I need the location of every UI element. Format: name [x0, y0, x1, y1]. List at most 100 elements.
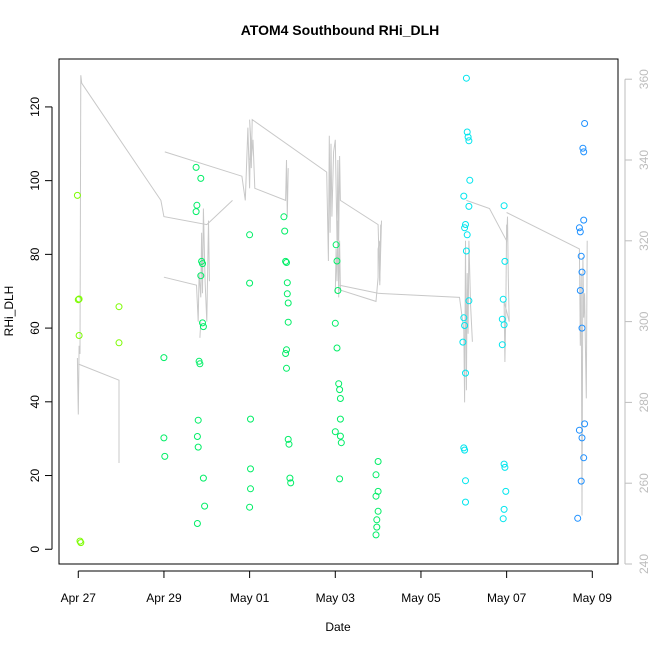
data-point	[281, 227, 289, 235]
series-line	[76, 75, 233, 415]
data-point	[463, 231, 471, 239]
data-point	[578, 434, 586, 442]
data-point	[374, 507, 382, 515]
data-point	[579, 144, 587, 152]
x-axis-label: Date	[325, 620, 351, 634]
data-point	[192, 208, 200, 216]
data-point	[331, 319, 339, 327]
x-axis: Apr 27 Apr 29 May 01 May 03 May 05 May 07 May …	[61, 570, 613, 605]
y2-tick-label: 280	[637, 392, 650, 412]
data-point	[578, 324, 586, 332]
data-point	[247, 485, 254, 493]
data-point	[372, 531, 380, 539]
data-point	[580, 454, 588, 462]
data-point	[462, 221, 469, 228]
data-point	[459, 338, 467, 346]
data-point	[336, 415, 344, 423]
data-point	[199, 323, 207, 331]
data-point	[462, 498, 469, 506]
data-point	[502, 487, 510, 495]
data-point	[284, 435, 292, 443]
data-point	[462, 74, 470, 82]
data-point	[462, 247, 470, 255]
data-point	[283, 346, 290, 354]
data-point	[374, 458, 382, 465]
data-point	[461, 322, 469, 329]
data-point	[283, 279, 291, 287]
y2-tick-label: 360	[637, 69, 650, 89]
data-point	[333, 257, 341, 265]
data-point	[246, 503, 254, 511]
x-tick-label: May 05	[401, 591, 441, 605]
series-line	[466, 199, 510, 363]
data-point	[192, 163, 200, 171]
data-point	[75, 332, 83, 339]
y-tick-label: 100	[28, 170, 42, 190]
data-point	[201, 502, 209, 510]
series-line	[78, 363, 120, 463]
series-line	[163, 208, 210, 322]
y2-tick-label: 340	[637, 150, 650, 170]
data-point	[577, 252, 585, 260]
data-point	[465, 137, 473, 145]
y2-tick-label: 300	[637, 311, 650, 331]
data-point	[285, 440, 293, 448]
data-point	[74, 296, 82, 304]
data-point	[77, 539, 85, 547]
data-point	[334, 287, 342, 294]
data-point	[284, 299, 292, 307]
data-point	[461, 224, 469, 232]
data-point	[581, 420, 589, 428]
data-point	[461, 446, 469, 454]
data-point	[283, 290, 291, 298]
data-point	[499, 295, 507, 303]
data-point	[197, 174, 205, 182]
data-point	[115, 303, 123, 311]
x-tick-label: Apr 27	[61, 591, 97, 605]
y-tick-label: 60	[28, 321, 42, 335]
data-point	[280, 213, 288, 221]
data-point	[575, 224, 583, 232]
x-tick-label: Apr 29	[146, 591, 182, 605]
series-line	[337, 220, 382, 303]
data-point	[160, 434, 168, 442]
data-point	[331, 428, 339, 436]
data-point	[336, 475, 344, 483]
y-tick-label: 20	[28, 469, 42, 483]
data-point	[463, 128, 471, 136]
data-point	[465, 297, 473, 305]
data-point	[332, 241, 340, 249]
y-tick-label: 40	[28, 395, 42, 409]
data-point	[373, 516, 381, 524]
data-point	[75, 295, 83, 303]
data-point	[465, 202, 473, 210]
data-point	[580, 216, 588, 224]
data-point	[161, 452, 169, 460]
data-point	[199, 260, 206, 268]
y2-tick-label: 260	[637, 473, 650, 493]
data-point	[574, 514, 582, 522]
y2-tick-label: 240	[637, 554, 650, 574]
data-point	[286, 474, 294, 482]
chart-title: ATOM4 Southbound RHi_DLH	[241, 22, 440, 38]
x-tick-label: May 01	[230, 591, 270, 605]
data-point	[160, 354, 168, 362]
y-tick-label: 120	[28, 97, 42, 117]
data-point	[194, 443, 202, 451]
data-point	[283, 364, 290, 372]
data-point	[462, 369, 469, 377]
data-point	[196, 360, 204, 368]
x-tick-label: May 09	[573, 591, 613, 605]
data-point	[194, 416, 202, 424]
x-tick-label: May 03	[316, 591, 356, 605]
y-tick-label: 80	[28, 247, 42, 261]
x-tick-label: May 07	[487, 591, 527, 605]
y-axis: 0 20 40 60 80 100 120	[28, 97, 53, 553]
series-line	[164, 118, 382, 286]
data-point	[336, 395, 344, 402]
data-point	[372, 471, 380, 479]
data-point	[284, 318, 292, 326]
y2-tick-label: 320	[637, 230, 650, 250]
